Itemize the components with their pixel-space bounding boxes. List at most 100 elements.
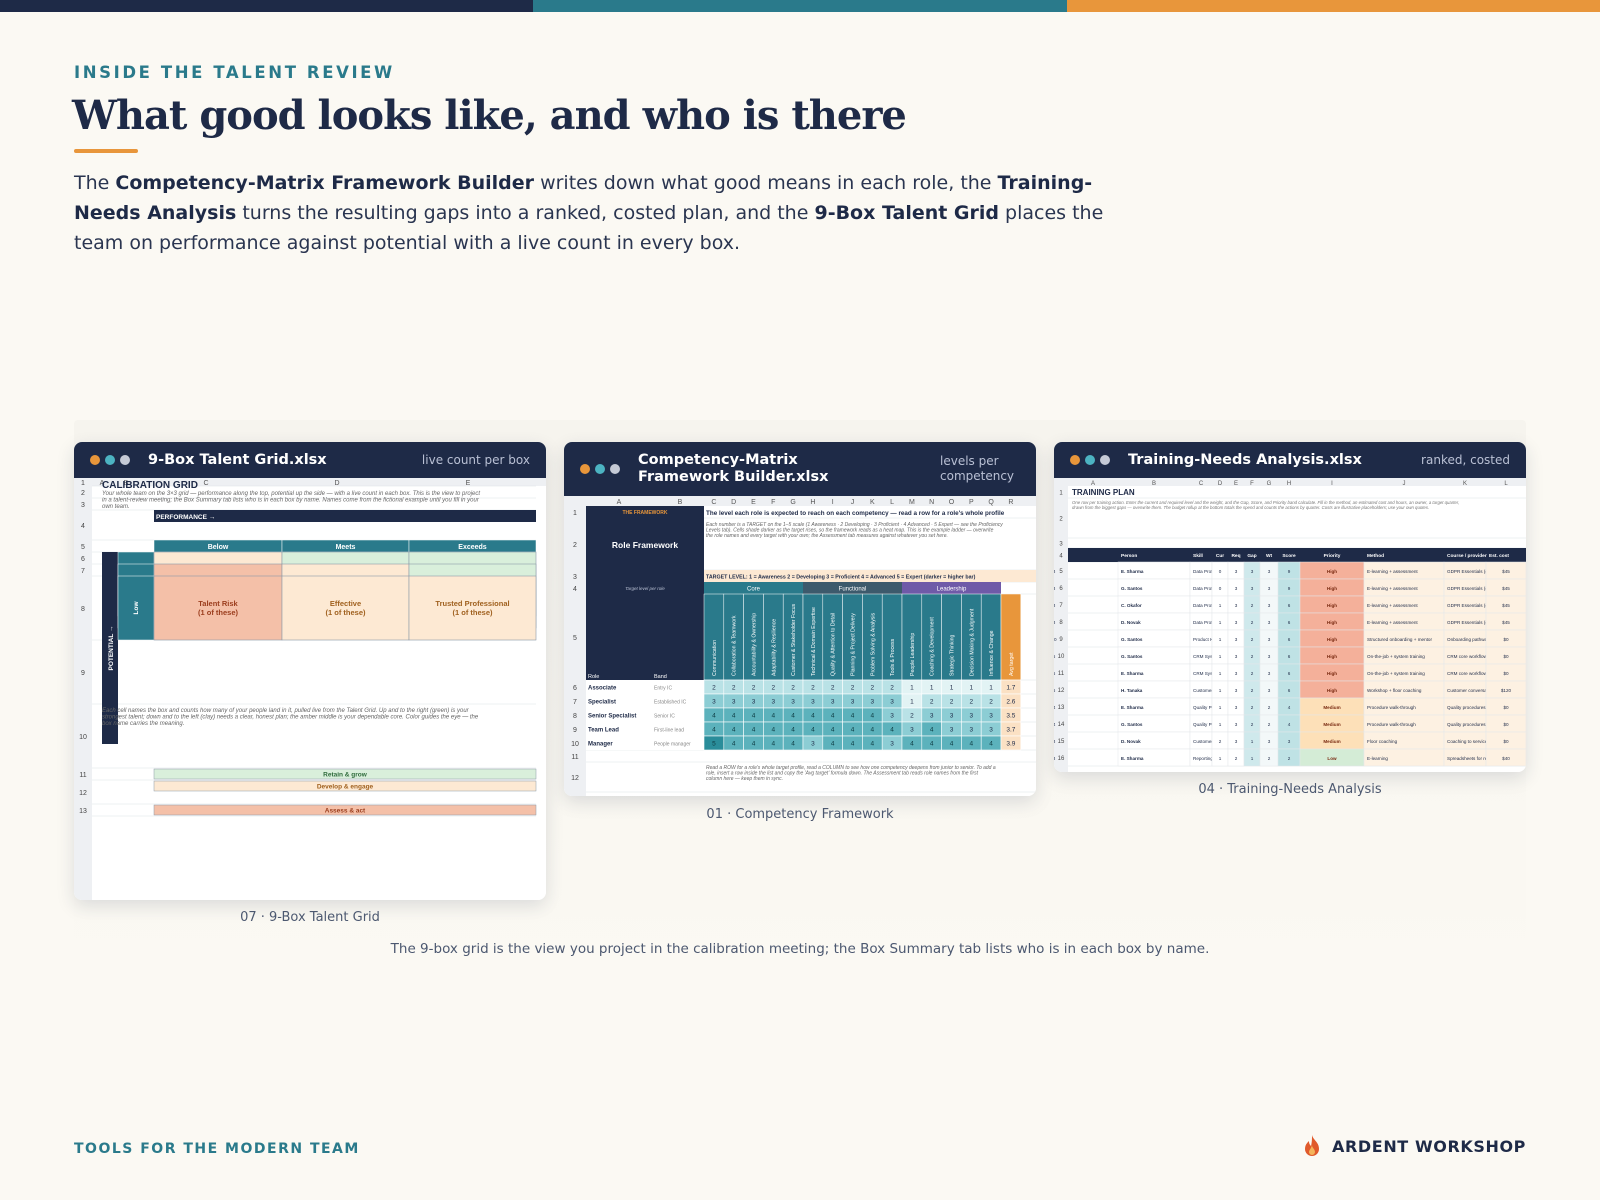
target-value: 4 [712, 713, 716, 720]
role-row-bg [586, 680, 704, 694]
window-caption: 04 · Training-Needs Analysis [1198, 782, 1382, 797]
table-value: On-the-job + system training [1367, 654, 1425, 659]
table-header: Req [1231, 553, 1240, 559]
target-value: 4 [752, 713, 756, 720]
table-value: 2 [1268, 722, 1271, 727]
table-value: 6 [1288, 688, 1291, 693]
target-value: 4 [930, 741, 934, 748]
role-band: Entry IC [654, 686, 672, 692]
competency-name: Strategic Thinking [950, 634, 956, 676]
table-value: 4 [1054, 722, 1056, 727]
table-value: 1 [1219, 603, 1222, 608]
table-value: 3 [1054, 603, 1056, 608]
table-value: 20 [1054, 637, 1057, 642]
role-row-bg [586, 708, 704, 722]
table-value: $45 [1502, 603, 1510, 608]
row-header: 10 [1058, 654, 1065, 660]
target-value: 4 [732, 727, 736, 734]
bottom-caption: The 9-box grid is the view you project i… [390, 941, 1210, 957]
scale-legend: TARGET LEVEL: 1 = Awareness 2 = Developi… [706, 575, 976, 581]
row-header: 12 [1058, 688, 1065, 694]
window-caption: 01 · Competency Framework [706, 807, 894, 822]
target-value: 4 [752, 727, 756, 734]
column-header: N [929, 499, 934, 506]
row-header: 11 [79, 772, 86, 779]
competency-name: Coaching & Development [930, 617, 936, 676]
role-name: Manager [588, 742, 613, 748]
column-header: C [711, 499, 716, 506]
top-description: the role names and every target with you… [706, 533, 948, 539]
table-value: G. Santos [1121, 722, 1143, 727]
column-header: L [1504, 481, 1508, 487]
competency-name: Quality & Attention to Detail [831, 613, 837, 676]
title-underline [74, 149, 138, 153]
table-value: GDPR Essentials (online module) [1447, 569, 1516, 574]
table-value: 1 [1219, 654, 1222, 659]
sheet-description: drawn from the biggest gaps — overwrite … [1072, 505, 1429, 510]
table-value: $0 [1503, 722, 1509, 727]
table-value: 0 [1219, 586, 1222, 591]
column-header: D [1218, 481, 1223, 487]
competency-name: Problem Solving & Analysis [870, 612, 876, 676]
table-value: 3 [1054, 756, 1056, 761]
target-value: 2 [732, 685, 736, 692]
competency-name: Customer & Stakeholder Focus [791, 604, 797, 676]
table-value: E. Sharma [1121, 671, 1144, 676]
table-value: $45 [1502, 569, 1510, 574]
group-header-cell [803, 582, 902, 594]
table-value: Structured onboarding + mentor [1367, 637, 1432, 642]
table-value: High [1327, 671, 1337, 676]
box-name: Effective [330, 599, 361, 608]
legend-cell [153, 804, 537, 816]
table-value: 3 [1235, 620, 1238, 625]
table-value: 2 [1251, 654, 1254, 659]
perf-level: Exceeds [458, 544, 487, 551]
table-header: Est. cost [1489, 553, 1509, 559]
table-header: Priority [1324, 553, 1341, 559]
sheet-heading: TRAINING PLAN [1072, 488, 1135, 497]
potential-bar [102, 552, 118, 744]
footnote: Read a ROW for a role's whole target pro… [706, 765, 996, 771]
table-value: E-learning + assessment [1367, 586, 1418, 591]
table-header-bar [1068, 548, 1526, 562]
column-header: M [909, 499, 915, 506]
target-value: 4 [791, 741, 795, 748]
competency-name: Avg target [1009, 652, 1015, 676]
target-value: 4 [890, 727, 894, 734]
table-value: $0 [1503, 671, 1509, 676]
row-header: 1 [1059, 491, 1063, 497]
role-band: People manager [654, 742, 691, 748]
table-value: Medium [1323, 739, 1340, 744]
top-heading: The level each role is expected to reach… [706, 510, 1005, 517]
table-value: $0 [1503, 637, 1509, 642]
role-row-bg [586, 722, 704, 736]
row-header: 7 [1059, 603, 1063, 609]
sheet-heading: CALIBRATION GRID [102, 480, 198, 491]
table-value: E-learning + assessment [1367, 620, 1418, 625]
target-value: 3.9 [1006, 741, 1015, 748]
table-value: 2 [1251, 620, 1254, 625]
column-header: F [1250, 481, 1254, 487]
top-accent-bar [0, 0, 1600, 12]
table-value: 3 [1251, 569, 1254, 574]
table-value: CRM core workflows [1447, 671, 1490, 676]
row-header: 7 [573, 699, 577, 706]
row-header: 4 [1059, 554, 1063, 560]
competency-name: Decision Making & Judgment [969, 608, 975, 676]
window-title: Competency-Matrix Framework Builder.xlsx [638, 452, 829, 485]
table-value: 2 [1219, 739, 1222, 744]
table-value: 3 [1235, 569, 1238, 574]
row-header: 13 [79, 808, 87, 815]
target-value: 2 [890, 685, 894, 692]
table-value: Medium [1323, 722, 1340, 727]
table-value: 3 [1054, 739, 1056, 744]
target-value: 2 [791, 685, 795, 692]
flame-icon [1305, 1135, 1319, 1156]
legend-label: Retain & grow [323, 772, 368, 779]
table-value: 4 [1054, 705, 1056, 710]
window-note: ranked, costed [1421, 452, 1510, 467]
target-value: 4 [771, 741, 775, 748]
table-value: E-learning + assessment [1367, 569, 1418, 574]
table-value: CRM System [1193, 654, 1220, 659]
